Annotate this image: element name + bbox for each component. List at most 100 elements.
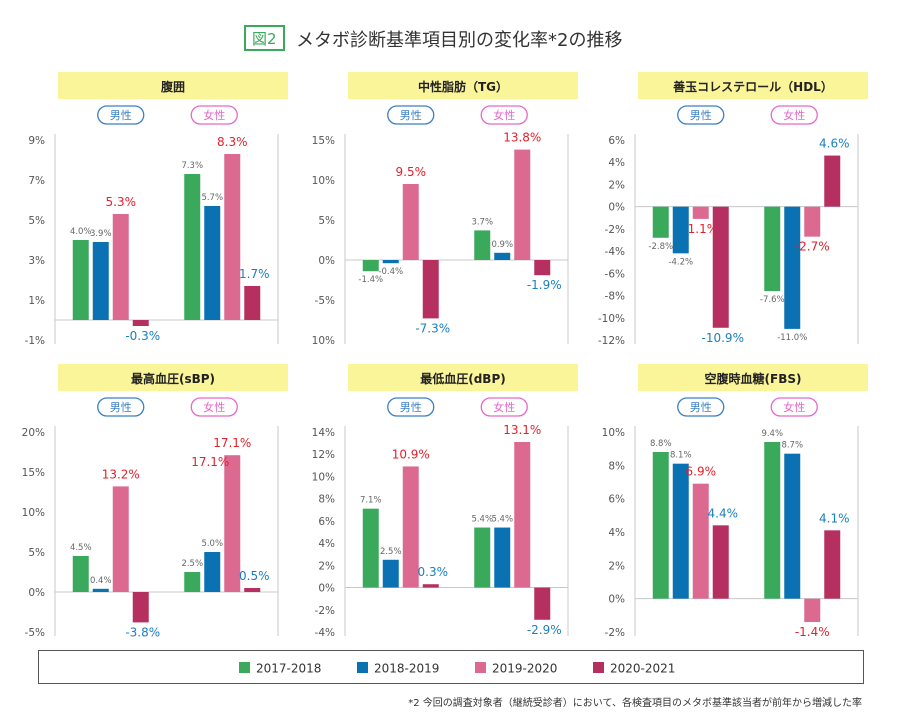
bar-female-2017-2018 <box>474 230 491 260</box>
bar-male-2020-2021 <box>132 320 149 326</box>
data-label: 4.1% <box>819 511 850 525</box>
male-group-label: 男性 <box>400 400 422 414</box>
chart-title: 最高血圧(sBP) <box>131 371 215 386</box>
data-label: 4.0% <box>70 227 92 237</box>
chart-title: 善玉コレステロール（HDL） <box>673 79 833 94</box>
y-tick-label: 2% <box>608 560 625 572</box>
chart-title: 腹囲 <box>161 79 185 94</box>
chart-panel-waist: 腹囲 男性 女性 -1% 1% 3% 5% 7% 9% 4.0% 3.9% 5.3% -0.3% 7.3%… <box>0 68 300 368</box>
legend-swatch <box>475 662 486 673</box>
data-label: 5.4% <box>491 515 513 525</box>
legend-label: 2017-2018 <box>256 661 322 676</box>
data-label: 17.1% <box>213 436 251 450</box>
y-tick-label: -5% <box>25 627 45 639</box>
male-group-badge <box>677 105 725 125</box>
bar-female-2020-2021 <box>534 260 551 276</box>
y-tick-label: -6% <box>605 268 625 280</box>
y-tick-label: 0% <box>28 587 45 599</box>
chart-title-band <box>58 72 288 99</box>
chart-title-band <box>58 364 288 391</box>
male-group-badge <box>387 105 435 125</box>
bar-male-2018-2019 <box>92 588 109 592</box>
data-label: 13.2% <box>102 467 140 481</box>
chart-title-band <box>638 364 868 391</box>
bar-female-2020-2021 <box>824 530 841 599</box>
chart-title-band <box>348 72 578 99</box>
y-tick-label: 1% <box>28 295 45 307</box>
data-label: 2.5% <box>380 547 402 557</box>
bar-female-2017-2018 <box>474 527 491 588</box>
legend-swatch <box>239 662 250 673</box>
bar-male-2020-2021 <box>712 206 729 328</box>
y-tick-label: 10% <box>602 427 625 439</box>
y-tick-label: 0% <box>608 594 625 606</box>
y-tick-label: 12% <box>312 449 335 461</box>
legend-label: 2020-2021 <box>610 661 676 676</box>
legend-swatch <box>357 662 368 673</box>
male-group-badge <box>387 397 435 417</box>
y-tick-label: 10% <box>22 507 45 519</box>
bar-male-2019-2020 <box>112 214 129 320</box>
legend-item: 2020-2021 <box>593 661 676 676</box>
data-label: 8.7% <box>781 441 803 451</box>
y-tick-label: 3% <box>28 255 45 267</box>
y-tick-label: -1% <box>25 335 45 347</box>
data-label: -1.1% <box>683 222 718 236</box>
data-label: 13.8% <box>503 131 541 145</box>
legend-item: 2017-2018 <box>239 661 322 676</box>
data-label: -3.8% <box>125 625 160 639</box>
bar-male-2018-2019 <box>672 206 689 254</box>
data-label: 5.3% <box>106 195 137 209</box>
bar-male-2019-2020 <box>402 184 419 260</box>
female-group-label: 女性 <box>783 400 805 414</box>
data-label: -11.0% <box>777 333 807 343</box>
y-tick-label: 6% <box>608 494 625 506</box>
male-group-badge <box>97 105 145 125</box>
y-tick-label: 6% <box>608 135 625 147</box>
male-group-badge <box>97 397 145 417</box>
bar-female-2017-2018 <box>764 206 781 292</box>
data-label: 8.3% <box>217 135 248 149</box>
data-label: 9.5% <box>396 165 427 179</box>
bar-male-2020-2021 <box>712 525 729 599</box>
figure-title: メタボ診断基準項目別の変化率*2の推移 <box>296 30 623 51</box>
data-label: -1.4% <box>795 625 830 639</box>
bar-female-2018-2019 <box>204 206 221 320</box>
bar-male-2017-2018 <box>72 556 89 592</box>
male-group-badge <box>677 397 725 417</box>
y-tick-label: 10% <box>312 335 335 347</box>
data-label: 3.9% <box>90 229 112 239</box>
bar-male-2020-2021 <box>422 584 439 588</box>
chart-panel-tg: 中性脂肪（TG） 男性 女性 10% -5% 0% 5% 10% 15% -1.4% -0.4% 9.… <box>290 68 590 368</box>
data-label: 7.1% <box>360 496 382 506</box>
y-tick-label: -2% <box>605 627 625 639</box>
chart-title-band <box>638 72 868 99</box>
bar-male-2017-2018 <box>362 508 379 588</box>
data-label: 7.3% <box>181 161 203 171</box>
y-tick-label: 15% <box>22 467 45 479</box>
bar-male-2018-2019 <box>672 463 689 599</box>
bar-female-2020-2021 <box>824 155 841 207</box>
y-tick-label: -5% <box>315 295 335 307</box>
bar-male-2017-2018 <box>72 240 89 320</box>
legend-swatch <box>593 662 604 673</box>
y-tick-label: -2% <box>605 224 625 236</box>
y-tick-label: 7% <box>28 175 45 187</box>
male-group-label: 男性 <box>110 400 132 414</box>
data-label: 0.9% <box>491 240 513 250</box>
bar-female-2019-2020 <box>514 149 531 260</box>
female-group-badge <box>770 397 818 417</box>
y-tick-label: 10% <box>312 471 335 483</box>
chart-legend: 2017-2018 2018-2019 2019-2020 2020-2021 <box>38 650 864 684</box>
y-tick-label: 5% <box>318 215 335 227</box>
bar-male-2020-2021 <box>132 592 149 623</box>
data-label: 0.5% <box>239 569 270 583</box>
bar-female-2020-2021 <box>534 587 551 620</box>
female-group-label: 女性 <box>783 108 805 122</box>
chart-svg: 最高血圧(sBP) 男性 女性 -5% 0% 5% 10% 15% 20% 4.5% 0.4% 13.… <box>22 364 288 639</box>
data-label: 10.9% <box>392 447 430 461</box>
data-label: -2.9% <box>527 623 562 637</box>
chart-title: 最低血圧(dBP) <box>420 371 506 386</box>
data-label: 8.8% <box>650 439 672 449</box>
data-label: -4.2% <box>668 257 693 267</box>
